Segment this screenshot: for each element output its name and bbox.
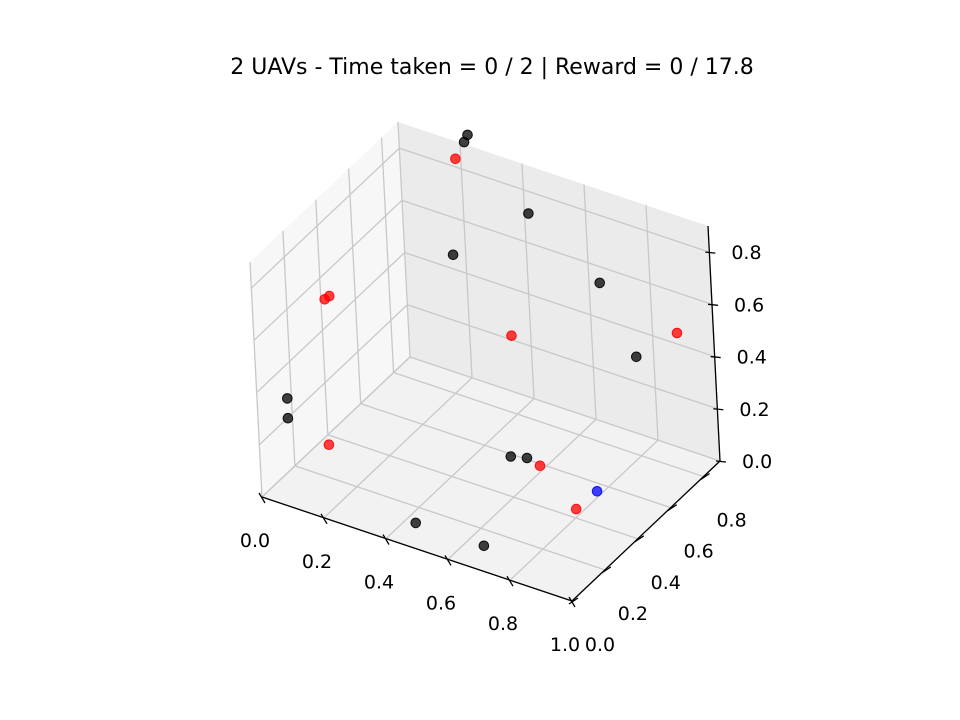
x-gridline-back: [459, 142, 473, 378]
y-tick-label: 0.0: [585, 634, 615, 656]
y-gridline-side: [249, 261, 263, 498]
z-gridline-back: [409, 356, 721, 462]
x-tick-mark: [444, 555, 452, 566]
data-points: [282, 129, 683, 552]
z-tick-label: 0.8: [731, 242, 761, 264]
data-point: [447, 249, 459, 261]
y-gridline-side: [348, 168, 362, 404]
data-point: [671, 327, 683, 339]
z-gridline-side: [261, 356, 411, 498]
z-gridline-back: [404, 251, 715, 358]
x-tick-mark: [320, 513, 328, 525]
y-tick-label: 0.6: [684, 541, 714, 563]
data-point: [323, 439, 335, 451]
y-gridline-side: [282, 230, 296, 466]
x-gridline-back: [521, 163, 535, 399]
z-gridline-back: [407, 304, 718, 410]
y-tick-label: 0.2: [618, 603, 648, 625]
x-tick-label: 0.8: [488, 613, 518, 635]
z-gridline-side: [250, 147, 400, 289]
y-tick-mark: [568, 597, 579, 605]
z-gridline-side: [253, 199, 403, 341]
x-tick-mark: [382, 534, 390, 545]
data-point: [591, 486, 603, 497]
z-tick-mark: [705, 251, 716, 254]
z-gridline-back: [401, 199, 713, 305]
x-tick-label: 0.4: [364, 572, 394, 594]
data-point: [410, 517, 422, 529]
data-point: [570, 503, 582, 515]
z-tick-label: 0.2: [739, 399, 769, 421]
x-gridline-floor: [509, 439, 659, 581]
floor-pane: [262, 357, 720, 601]
y-tick-mark: [667, 504, 678, 512]
data-point: [521, 452, 533, 464]
z-tick-label: 0.0: [742, 451, 772, 473]
y-tick-mark: [634, 535, 645, 543]
data-point: [631, 351, 642, 363]
data-point: [505, 451, 517, 462]
data-point: [534, 460, 546, 472]
y-gridline-floor: [393, 371, 704, 478]
z-tick-label: 0.6: [734, 294, 764, 316]
x-gridline-back: [645, 205, 659, 441]
x-gridline-floor: [385, 398, 535, 540]
x-gridline-back: [397, 121, 411, 358]
x-tick-label: 0.2: [302, 551, 332, 573]
data-point: [450, 153, 461, 165]
z-tick-mark: [707, 303, 719, 306]
z-gridline-back: [399, 147, 710, 253]
data-point: [523, 208, 534, 219]
data-point: [282, 412, 294, 424]
chart-title: 2 UAVs - Time taken = 0 / 2 | Reward = 0…: [230, 55, 754, 80]
y-gridline-floor: [294, 465, 606, 571]
y-gridline-side: [380, 137, 395, 373]
side-pane: [250, 122, 410, 497]
y-tick-label: 0.4: [651, 572, 681, 594]
data-point: [324, 290, 335, 302]
y-axis-line: [571, 460, 721, 602]
y-gridline-side: [315, 199, 329, 435]
x-tick-label: 0.6: [426, 592, 456, 614]
z-gridline-side: [256, 252, 406, 394]
x-gridline-floor: [323, 377, 473, 519]
back-pane: [398, 122, 720, 461]
y-tick-mark: [700, 473, 710, 481]
tick-marks: 0.00.20.40.60.81.0 0.00.20.40.60.80.00.20…: [240, 242, 772, 656]
axis-lines: [261, 225, 721, 602]
data-point: [506, 330, 517, 342]
x-tick-label: 1.0: [550, 634, 580, 656]
x-gridline-back: [583, 184, 597, 420]
z-tick-mark: [710, 355, 721, 359]
x-tick-mark: [258, 492, 266, 504]
data-point: [478, 540, 490, 552]
axis-panes: [250, 122, 720, 601]
y-tick-mark: [601, 566, 612, 574]
data-point: [594, 277, 606, 289]
z-tick-mark: [713, 408, 724, 411]
x-gridline-floor: [447, 418, 597, 560]
x-tick-mark: [506, 575, 514, 587]
y-tick-label: 0.8: [716, 510, 746, 532]
z-tick-mark: [715, 460, 727, 463]
z-tick-label: 0.4: [737, 347, 767, 369]
data-point: [462, 129, 473, 141]
data-point: [282, 393, 293, 404]
z-axis-line: [707, 225, 721, 462]
x-axis-line: [261, 496, 573, 602]
y-gridline-floor: [327, 434, 638, 540]
x-tick-label: 0.0: [240, 530, 270, 552]
